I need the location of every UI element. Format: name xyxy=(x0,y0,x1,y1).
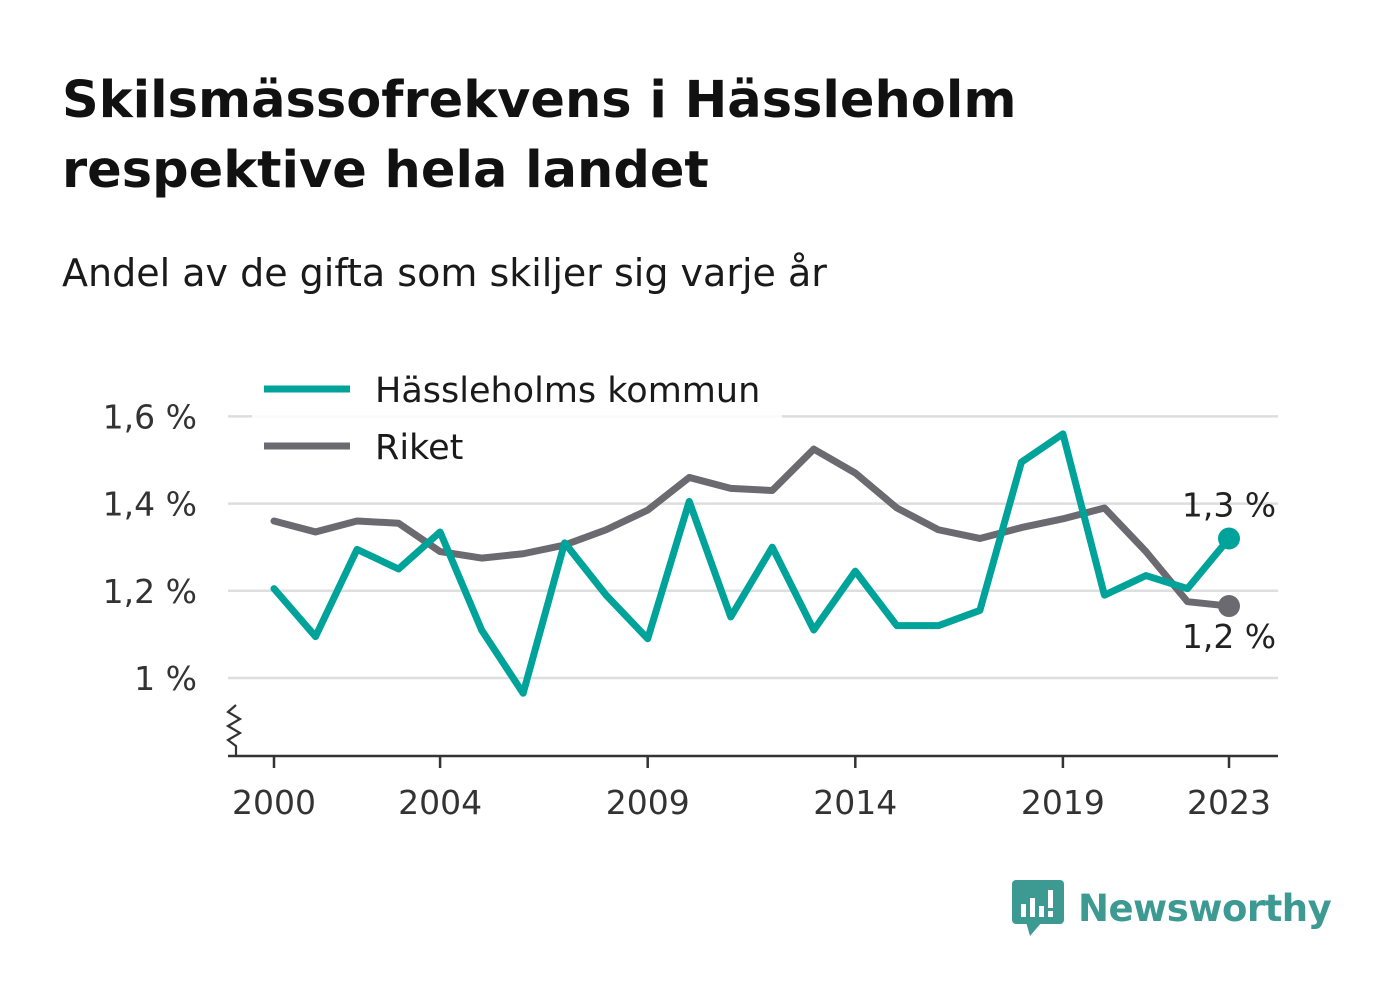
y-axis-ticks: 1 % 1,2 % 1,4 % 1,6 % xyxy=(103,397,197,698)
x-tick-label: 2004 xyxy=(398,783,482,822)
y-tick-label: 1,6 % xyxy=(103,397,197,436)
newsworthy-logo: Newsworthy xyxy=(1012,878,1332,938)
chart-subtitle: Andel av de gifta som skiljer sig varje … xyxy=(62,251,827,295)
legend: Hässleholms kommun Riket xyxy=(252,362,782,474)
y-tick-label: 1,2 % xyxy=(103,572,197,611)
logo-text: Newsworthy xyxy=(1078,886,1332,930)
bar-chart-speech-bubble-icon xyxy=(1012,880,1064,936)
legend-background xyxy=(252,362,782,474)
series-lines xyxy=(270,430,1233,697)
axis-break-icon xyxy=(225,704,243,756)
end-point-riket xyxy=(1218,595,1240,618)
x-tick-label: 2023 xyxy=(1187,783,1271,822)
y-tick-label: 1 % xyxy=(134,659,197,698)
legend-label-hassleholm: Hässleholms kommun xyxy=(375,371,760,411)
x-tick-label: 2000 xyxy=(232,783,316,822)
x-tick-label: 2014 xyxy=(813,783,897,822)
x-axis xyxy=(225,704,1278,758)
end-labels: 1,3 % 1,2 % xyxy=(1182,485,1276,656)
chart-title: Skilsmässofrekvens i Hässleholm respekti… xyxy=(62,71,1017,200)
series-line-riket xyxy=(270,445,1233,610)
x-tick-label: 2019 xyxy=(1021,783,1105,822)
series-line-hassleholm xyxy=(270,430,1233,697)
x-axis-ticks: 2000 2004 2009 2014 2019 2023 xyxy=(232,756,1271,822)
end-label-riket: 1,2 % xyxy=(1182,617,1276,656)
end-point-hassleholm xyxy=(1218,527,1240,550)
x-tick-label: 2009 xyxy=(606,783,690,822)
y-tick-label: 1,4 % xyxy=(103,485,197,524)
legend-label-riket: Riket xyxy=(375,428,463,468)
end-label-hassleholm: 1,3 % xyxy=(1182,485,1276,524)
